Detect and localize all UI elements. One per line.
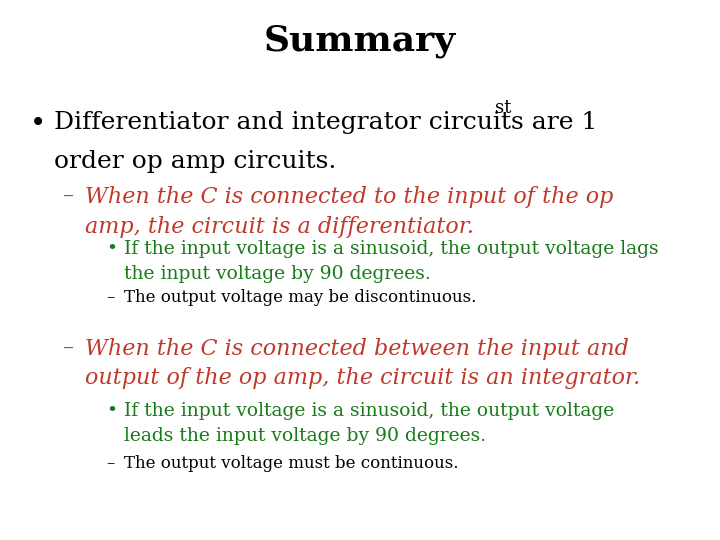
Text: –: – [107,455,115,471]
Text: –: – [63,186,74,208]
Text: •: • [30,111,47,138]
Text: The output voltage must be continuous.: The output voltage must be continuous. [124,455,459,471]
Text: –: – [63,338,74,360]
Text: st: st [495,99,511,117]
Text: When the C is connected to the input of the op
amp, the circuit is a differentia: When the C is connected to the input of … [85,186,613,238]
Text: –: – [107,289,115,306]
Text: order op amp circuits.: order op amp circuits. [54,150,336,173]
Text: If the input voltage is a sinusoid, the output voltage lags
the input voltage by: If the input voltage is a sinusoid, the … [124,240,659,282]
Text: •: • [107,402,117,420]
Text: Summary: Summary [264,24,456,58]
Text: When the C is connected between the input and
output of the op amp, the circuit : When the C is connected between the inpu… [85,338,640,389]
Text: The output voltage may be discontinuous.: The output voltage may be discontinuous. [124,289,476,306]
Text: Differentiator and integrator circuits are 1: Differentiator and integrator circuits a… [54,111,598,134]
Text: If the input voltage is a sinusoid, the output voltage
leads the input voltage b: If the input voltage is a sinusoid, the … [124,402,614,444]
Text: •: • [107,240,117,258]
